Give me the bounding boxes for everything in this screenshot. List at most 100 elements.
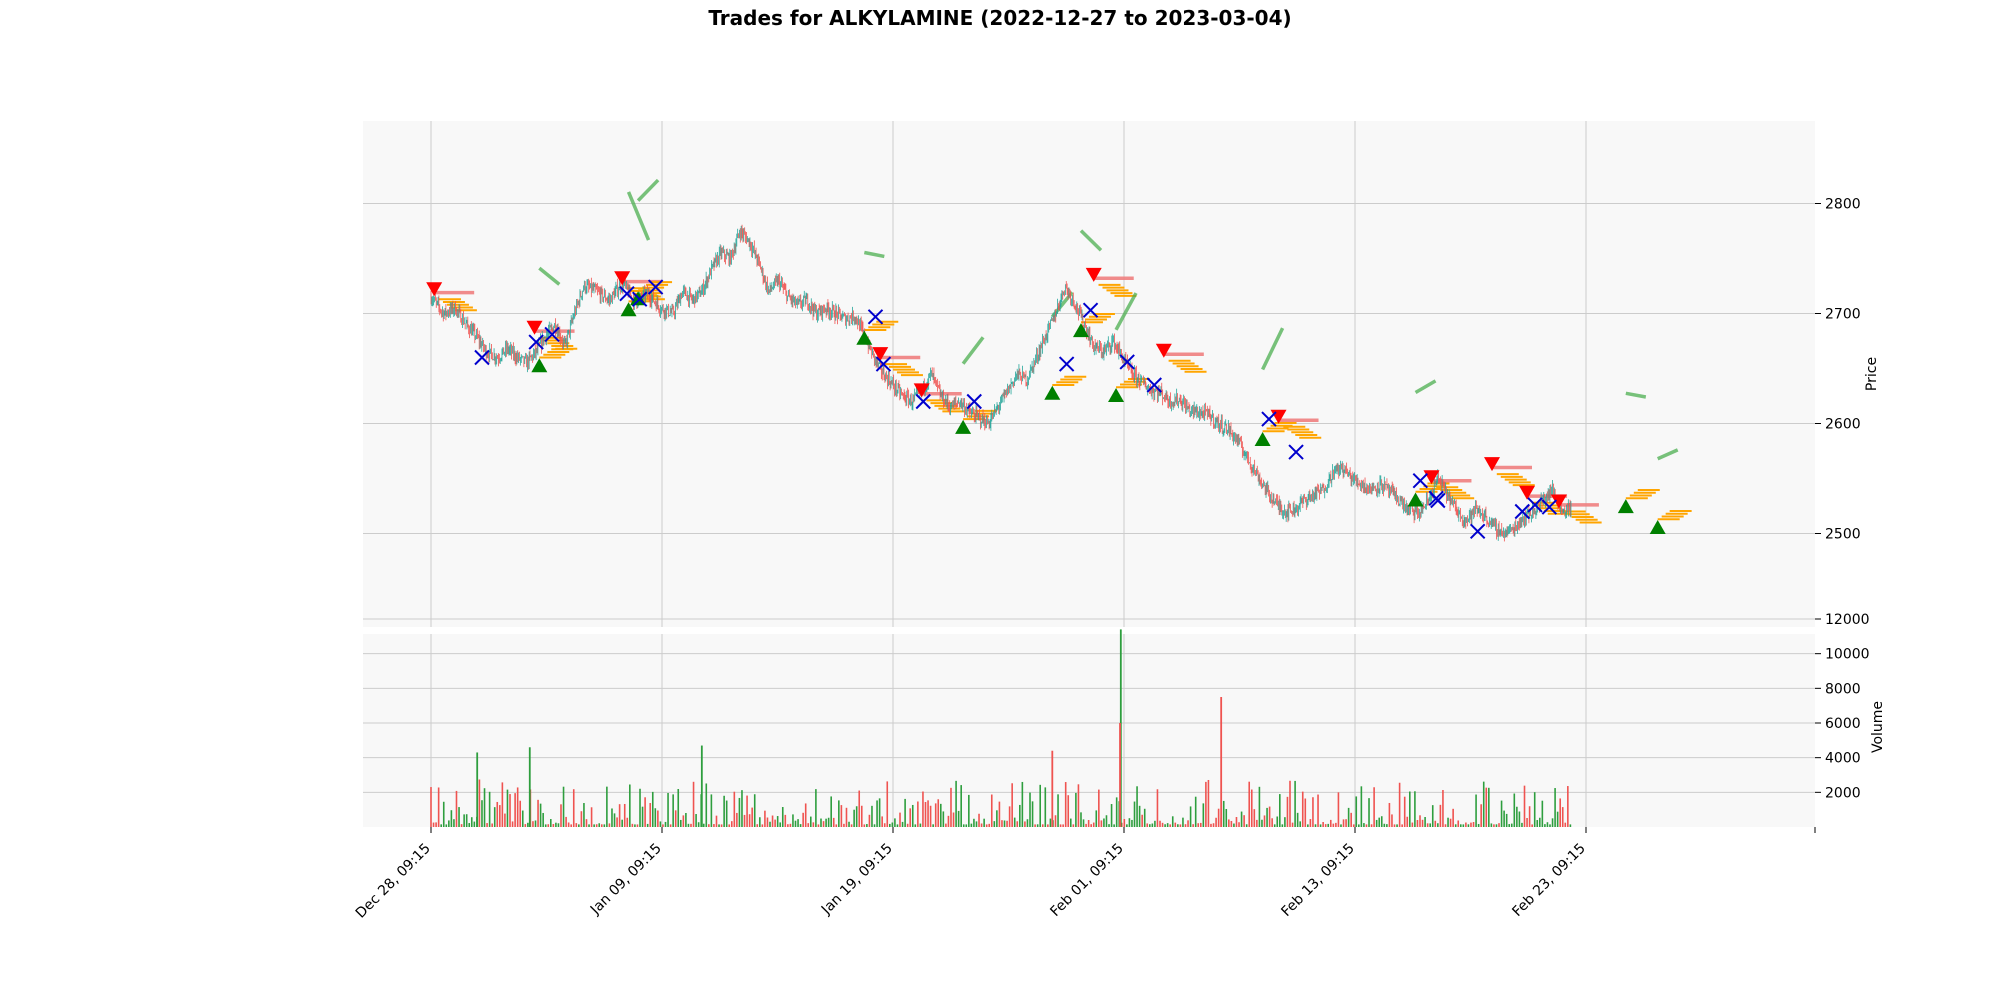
exit-marker — [1541, 499, 1558, 515]
volume-bar-peak — [1051, 750, 1054, 827]
exit-marker — [1469, 523, 1486, 540]
target-level — [1656, 448, 1679, 461]
volume-bar — [1431, 805, 1434, 827]
volume-bar — [863, 824, 866, 827]
volume-panel-background — [363, 634, 1815, 827]
volume-bar — [1281, 824, 1284, 827]
volume-bar — [850, 824, 853, 827]
volume-bar — [1516, 806, 1518, 827]
volume-bar — [1013, 817, 1016, 827]
volume-bar — [1041, 824, 1044, 827]
volume-bar — [1505, 813, 1508, 827]
volume-bar — [1307, 824, 1309, 827]
volume-bar — [802, 812, 804, 827]
volume-bar-peak — [528, 747, 531, 827]
volume-bar — [1146, 823, 1149, 827]
volume-bar — [1452, 808, 1454, 827]
volume-bar — [1291, 822, 1294, 827]
volume-bar — [1378, 817, 1381, 827]
volume-bar — [1082, 819, 1085, 827]
volume-bar — [496, 801, 499, 827]
volume-bar — [1546, 822, 1549, 827]
volume-bar — [687, 823, 690, 827]
volume-bar — [889, 823, 891, 827]
volume-bar — [611, 808, 613, 827]
volume-bar — [1113, 824, 1115, 827]
volume-bar — [634, 824, 636, 827]
volume-bar — [871, 805, 873, 827]
volume-bar — [1217, 808, 1220, 827]
volume-bar — [886, 781, 889, 827]
trade-markers — [426, 267, 1666, 540]
volume-bar — [1250, 789, 1253, 827]
volume-bar — [924, 801, 927, 827]
volume-bar — [1123, 818, 1126, 827]
volume-bar — [539, 803, 542, 827]
volume-axis-label: Volume — [1870, 701, 1886, 753]
volume-bar — [1197, 823, 1200, 827]
volume-bar — [1386, 824, 1388, 827]
volume-bar — [873, 824, 876, 827]
exit-marker — [875, 356, 892, 372]
volume-bar — [1518, 811, 1521, 827]
volume-bar — [1523, 785, 1526, 827]
volume-bar — [1329, 819, 1332, 827]
volume-bar — [1368, 798, 1370, 827]
volume-bar — [764, 810, 766, 827]
volume-bar — [654, 808, 657, 827]
volume-bar — [718, 824, 720, 827]
volume-bar — [776, 816, 779, 827]
volume-bar — [468, 823, 471, 827]
volume-bar — [1008, 806, 1011, 827]
volume-bar — [463, 814, 465, 827]
volume-bar — [825, 818, 827, 827]
volume-bar — [713, 824, 715, 827]
volume-bar — [1225, 808, 1228, 827]
buy-marker — [1254, 432, 1271, 446]
volume-bar — [751, 807, 753, 827]
volume-bar — [1521, 822, 1523, 827]
volume-bar — [1350, 812, 1352, 827]
volume-bar — [766, 817, 769, 827]
sell-marker — [1155, 343, 1172, 358]
volume-bar — [891, 822, 894, 827]
volume-bar — [1268, 806, 1271, 827]
volume-bar — [509, 794, 511, 827]
volume-bar — [488, 791, 491, 827]
volume-bar — [1296, 812, 1299, 827]
volume-bar — [600, 824, 603, 827]
volume-bar — [1419, 815, 1421, 827]
exit-marker — [544, 326, 560, 343]
volume-bar — [1248, 781, 1251, 827]
sell-marker — [614, 271, 631, 286]
volume-bar — [1416, 820, 1419, 827]
volume-bar — [585, 819, 588, 827]
volume-bar — [1449, 818, 1452, 827]
volume-bar — [1179, 824, 1182, 827]
volume-bar — [996, 810, 998, 827]
volume-bar — [1276, 816, 1279, 827]
volume-bar — [1120, 822, 1123, 827]
volume-bar — [1447, 817, 1449, 827]
volume-bar — [453, 819, 455, 827]
volume-bar — [1069, 818, 1072, 827]
volume-bar — [957, 810, 960, 827]
target-level — [538, 266, 561, 286]
exit-marker — [619, 285, 635, 302]
volume-bar — [1194, 796, 1197, 827]
volume-bar — [1171, 816, 1174, 827]
volume-bar — [1365, 824, 1368, 827]
volume-bar — [922, 791, 924, 827]
volume-bar — [1212, 823, 1215, 827]
volume-bar — [970, 823, 973, 827]
volume-bar — [493, 807, 496, 827]
volume-bar — [1465, 822, 1467, 827]
volume-bar — [1230, 820, 1233, 827]
volume-bar — [878, 798, 881, 827]
volume-bar — [1459, 824, 1462, 827]
volume-bar — [1110, 804, 1113, 827]
volume-bar — [1457, 820, 1460, 827]
volume-bar — [1279, 794, 1281, 827]
volume-bar — [1103, 818, 1105, 827]
sell-marker — [1484, 457, 1501, 472]
